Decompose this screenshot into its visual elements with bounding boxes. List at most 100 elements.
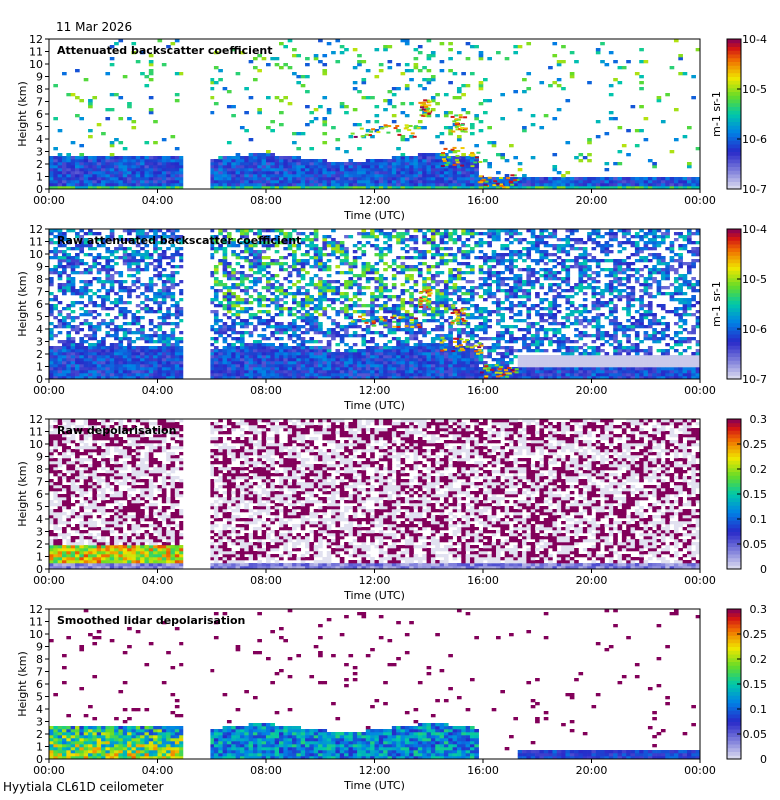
heatmap-cell (292, 292, 297, 296)
heatmap-cell (174, 364, 180, 368)
heatmap-cell (161, 186, 167, 190)
heatmap-cell (331, 126, 336, 130)
heatmap-cell (174, 376, 180, 380)
heatmap-cell (283, 63, 288, 67)
heatmap-cell (179, 168, 184, 172)
heatmap-cell (322, 295, 328, 299)
y-tick-label: 7 (36, 96, 43, 109)
heatmap-cell (335, 247, 341, 251)
heatmap-cell (279, 123, 284, 127)
heatmap-cell (357, 292, 362, 296)
heatmap-cell (469, 298, 475, 302)
heatmap-cell (322, 310, 328, 314)
heatmap-cell (526, 87, 532, 91)
colorbar-segment (727, 61, 741, 66)
heatmap-cell (443, 307, 449, 311)
heatmap-cell (318, 105, 323, 109)
heatmap-cell (604, 132, 610, 136)
heatmap-cell (409, 247, 414, 251)
heatmap-cell (114, 358, 119, 362)
heatmap-cell (474, 168, 479, 172)
heatmap-cell (370, 135, 375, 139)
heatmap-cell (127, 352, 132, 356)
heatmap-cell (62, 159, 67, 163)
heatmap-cell (118, 156, 124, 160)
heatmap-cell (326, 111, 332, 115)
heatmap-cell (114, 177, 119, 181)
heatmap-cell (400, 235, 406, 239)
heatmap-cell (266, 313, 271, 317)
heatmap-cell (118, 238, 124, 242)
heatmap-cell (435, 232, 440, 236)
heatmap-cell (357, 373, 362, 377)
heatmap-cell (582, 186, 588, 190)
heatmap-cell (231, 241, 236, 245)
heatmap-cell (122, 367, 128, 371)
heatmap-cell (118, 256, 124, 260)
heatmap-cell (357, 147, 362, 151)
heatmap-cell (57, 301, 63, 305)
heatmap-cell (331, 244, 336, 248)
heatmap-cell (339, 171, 345, 175)
heatmap-cell (292, 325, 297, 329)
heatmap-cell (231, 283, 236, 287)
heatmap-cell (313, 168, 319, 172)
heatmap-cell (322, 180, 328, 184)
heatmap-cell (370, 235, 375, 239)
heatmap-cell (218, 156, 223, 160)
heatmap-cell (49, 361, 54, 365)
heatmap-cell (279, 268, 284, 272)
heatmap-cell (504, 183, 510, 187)
heatmap-cell (144, 367, 150, 371)
heatmap-cell (630, 180, 636, 184)
heatmap-cell (161, 337, 167, 341)
heatmap-cell (357, 256, 362, 260)
heatmap-cell (70, 355, 76, 359)
heatmap-cell (88, 283, 93, 287)
heatmap-cell (374, 114, 380, 118)
heatmap-cell (361, 376, 367, 380)
heatmap-cell (387, 162, 393, 166)
heatmap-cell (465, 229, 471, 233)
heatmap-cell (452, 268, 458, 272)
heatmap-cell (109, 361, 115, 365)
heatmap-cell (49, 364, 54, 368)
heatmap-cell (79, 262, 85, 266)
heatmap-cell (101, 298, 106, 302)
heatmap-cell (53, 316, 58, 320)
heatmap-cell (57, 171, 63, 175)
heatmap-cell (135, 183, 141, 187)
heatmap-cell (274, 370, 280, 374)
heatmap-cell (474, 286, 479, 290)
heatmap-cell (309, 111, 315, 115)
heatmap-cell (57, 376, 63, 380)
heatmap-cell (391, 105, 397, 109)
heatmap-cell (144, 370, 150, 374)
heatmap-cell (79, 250, 85, 254)
heatmap-cell (244, 129, 249, 133)
heatmap-cell (383, 177, 388, 181)
heatmap-cell (213, 186, 219, 190)
heatmap-cell (478, 313, 484, 317)
heatmap-cell (88, 253, 93, 257)
heatmap-cell (461, 159, 466, 163)
heatmap-cell (496, 177, 501, 181)
heatmap-cell (335, 60, 341, 64)
heatmap-cell (96, 156, 102, 160)
heatmap-cell (396, 337, 401, 341)
heatmap-cell (252, 159, 258, 163)
heatmap-cell (70, 343, 76, 347)
heatmap-cell (161, 373, 167, 377)
heatmap-cell (114, 174, 119, 178)
heatmap-cell (127, 156, 132, 160)
heatmap-cell (313, 256, 319, 260)
heatmap-cell (608, 93, 614, 97)
heatmap-cell (643, 117, 649, 121)
heatmap-cell (556, 186, 562, 190)
heatmap-cell (469, 286, 475, 290)
heatmap-cell (266, 256, 271, 260)
heatmap-cell (109, 349, 115, 353)
heatmap-cell (83, 241, 89, 245)
heatmap-cell (478, 310, 484, 314)
heatmap-cell (222, 286, 228, 290)
